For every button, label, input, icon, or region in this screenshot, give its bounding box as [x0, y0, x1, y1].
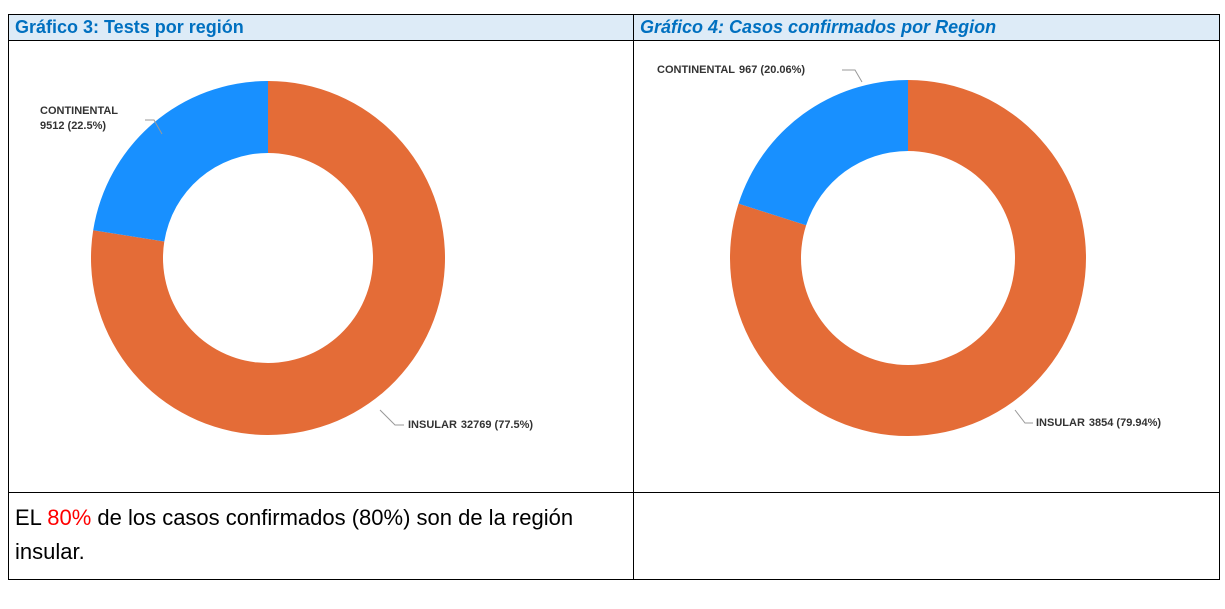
header-cell: Gráfico 3: Tests por región: [8, 14, 634, 41]
note-cell: EL 80% de los casos confirmados (80%) so…: [8, 492, 634, 580]
leader-line: [842, 69, 863, 83]
data-label: INSULAR 32769 (77.5%): [408, 419, 533, 431]
label-value: 967 (20.06%): [739, 64, 805, 76]
leader-line: [145, 119, 163, 135]
leader-line: [379, 409, 404, 426]
label-category: CONTINENTAL: [40, 105, 118, 117]
note-text: EL: [15, 505, 48, 530]
data-label: CONTINENTAL 9512 (22.5%): [40, 105, 118, 132]
label-category: INSULAR: [1036, 417, 1085, 429]
note-text: de los casos confirmados (80%) son de la…: [15, 505, 574, 564]
donut-slice: [93, 80, 268, 242]
data-label: CONTINENTAL 967 (20.06%): [657, 64, 805, 76]
label-value: 3854 (79.94%): [1089, 417, 1161, 429]
label-category: CONTINENTAL: [657, 64, 735, 76]
note-highlight: 80%: [47, 505, 92, 530]
leader-line: [1014, 409, 1033, 424]
chart-title: Gráfico 4: Casos confirmados por Region: [640, 17, 997, 37]
label-value: 9512 (22.5%): [40, 120, 106, 132]
data-label: INSULAR 3854 (79.94%): [1036, 417, 1161, 429]
empty-cell: [633, 492, 1220, 580]
donut-slice: [90, 81, 445, 435]
document: Gráfico 3: Tests por región Gráfico 4: C…: [8, 14, 1220, 580]
label-category: INSULAR: [408, 419, 457, 431]
chart-title: Gráfico 3: Tests por región: [15, 17, 244, 37]
donut-slice: [729, 80, 1087, 436]
label-value: 32769 (77.5%): [461, 419, 533, 431]
donut-slice: [738, 80, 908, 226]
